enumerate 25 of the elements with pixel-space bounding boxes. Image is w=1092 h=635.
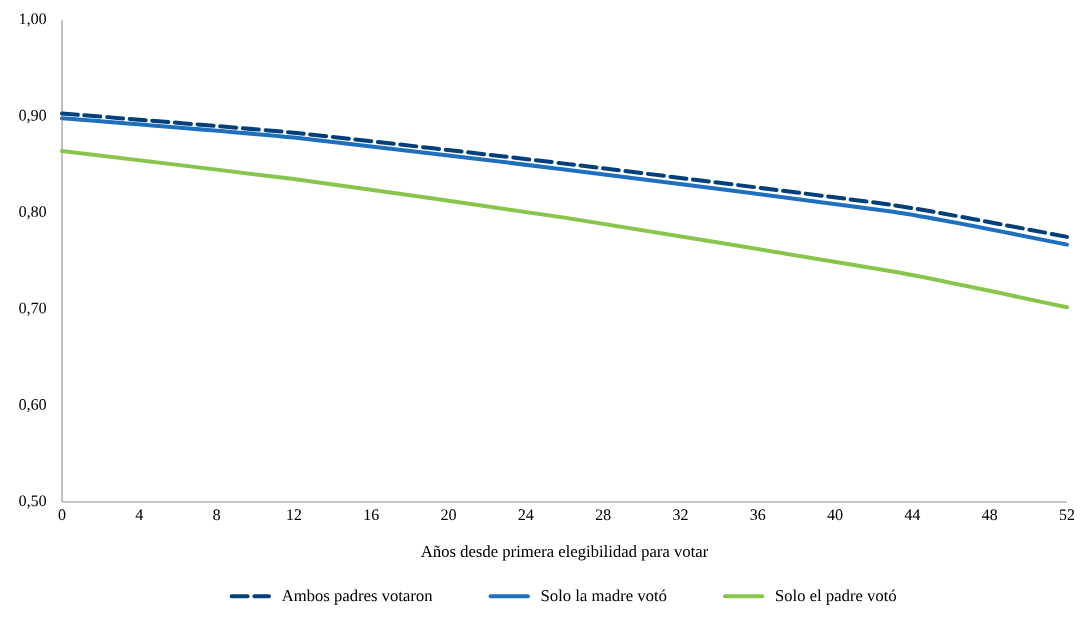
x-tick-label: 32 — [673, 509, 688, 521]
legend-label: Solo el padre votó — [776, 589, 897, 605]
x-tick-label: 24 — [518, 509, 534, 520]
legend-label: Ambos padres votaron — [281, 589, 433, 605]
x-tick-label: 20 — [441, 509, 456, 521]
x-tick-label: 48 — [982, 509, 998, 521]
y-tick-label: 0,70 — [19, 302, 47, 316]
y-tick-label: 0,50 — [19, 495, 47, 509]
x-tick-label: 40 — [827, 509, 843, 521]
x-tick-label: 16 — [364, 509, 379, 521]
x-tick-label: 28 — [595, 509, 611, 521]
x-tick-label: 52 — [1059, 509, 1075, 521]
x-tick-label: 36 — [750, 509, 766, 521]
x-tick-label: 0 — [58, 509, 66, 521]
y-tick-label: 1,00 — [20, 13, 47, 27]
x-tick-label: 8 — [213, 509, 221, 521]
legend-label: Solo la madre votó — [541, 589, 667, 602]
x-axis-title: Años desde primera elegibilidad para votar — [420, 545, 709, 561]
y-tick-label: 0,80 — [19, 206, 47, 220]
x-tick-label: 4 — [135, 509, 144, 520]
y-tick-label: 0,90 — [19, 109, 47, 123]
x-tick-label: 44 — [904, 509, 921, 520]
x-tick-label: 12 — [287, 509, 302, 520]
line-series — [60, 149, 1069, 310]
y-tick-label: 0,60 — [19, 399, 47, 413]
